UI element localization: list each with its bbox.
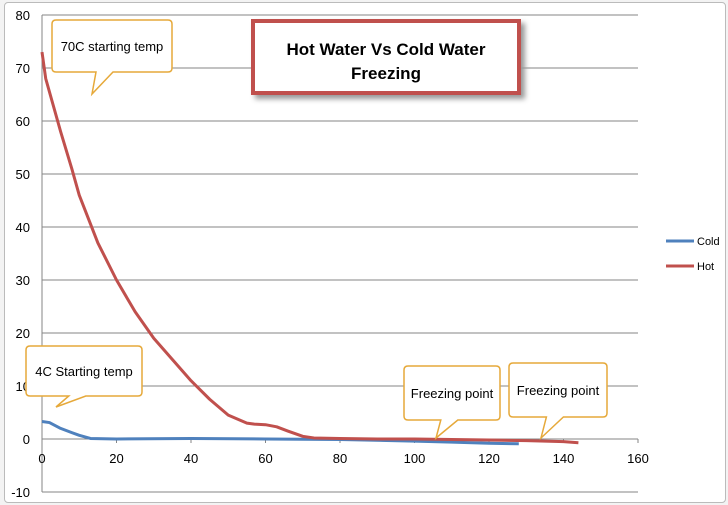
y-tick-label: 50: [16, 167, 30, 182]
y-tick-label: 20: [16, 326, 30, 341]
callout-text: Freezing point: [411, 386, 494, 401]
legend-label-cold: Cold: [697, 236, 720, 248]
callout-text: 4C Starting temp: [35, 364, 133, 379]
y-tick-label: 30: [16, 273, 30, 288]
y-tick-label: -10: [11, 485, 30, 500]
series-line-cold: [41, 420, 519, 446]
x-tick-label: 140: [553, 451, 575, 466]
chart-title: Hot Water Vs Cold Water Freezing: [251, 19, 521, 95]
callout-box: [508, 362, 608, 441]
callout-text: Freezing point: [517, 383, 600, 398]
callout-box: [25, 345, 143, 408]
x-tick-label: 100: [404, 451, 426, 466]
legend-label-hot: Hot: [697, 261, 714, 273]
x-tick-label: 60: [258, 451, 272, 466]
x-tick-label: 120: [478, 451, 500, 466]
x-tick-label: 40: [184, 451, 198, 466]
callout-box: [403, 365, 501, 441]
x-tick-label: 160: [627, 451, 649, 466]
y-tick-label: 70: [16, 61, 30, 76]
callout-text: 70C starting temp: [61, 39, 164, 54]
x-tick-label: 0: [38, 451, 45, 466]
x-tick-label: 80: [333, 451, 347, 466]
y-tick-label: 80: [16, 8, 30, 23]
x-tick-label: 20: [109, 451, 123, 466]
callout-box: [51, 19, 173, 97]
series-line-hot: [40, 51, 579, 445]
y-tick-label: 0: [23, 432, 30, 447]
y-tick-label: 60: [16, 114, 30, 129]
y-tick-label: 40: [16, 220, 30, 235]
